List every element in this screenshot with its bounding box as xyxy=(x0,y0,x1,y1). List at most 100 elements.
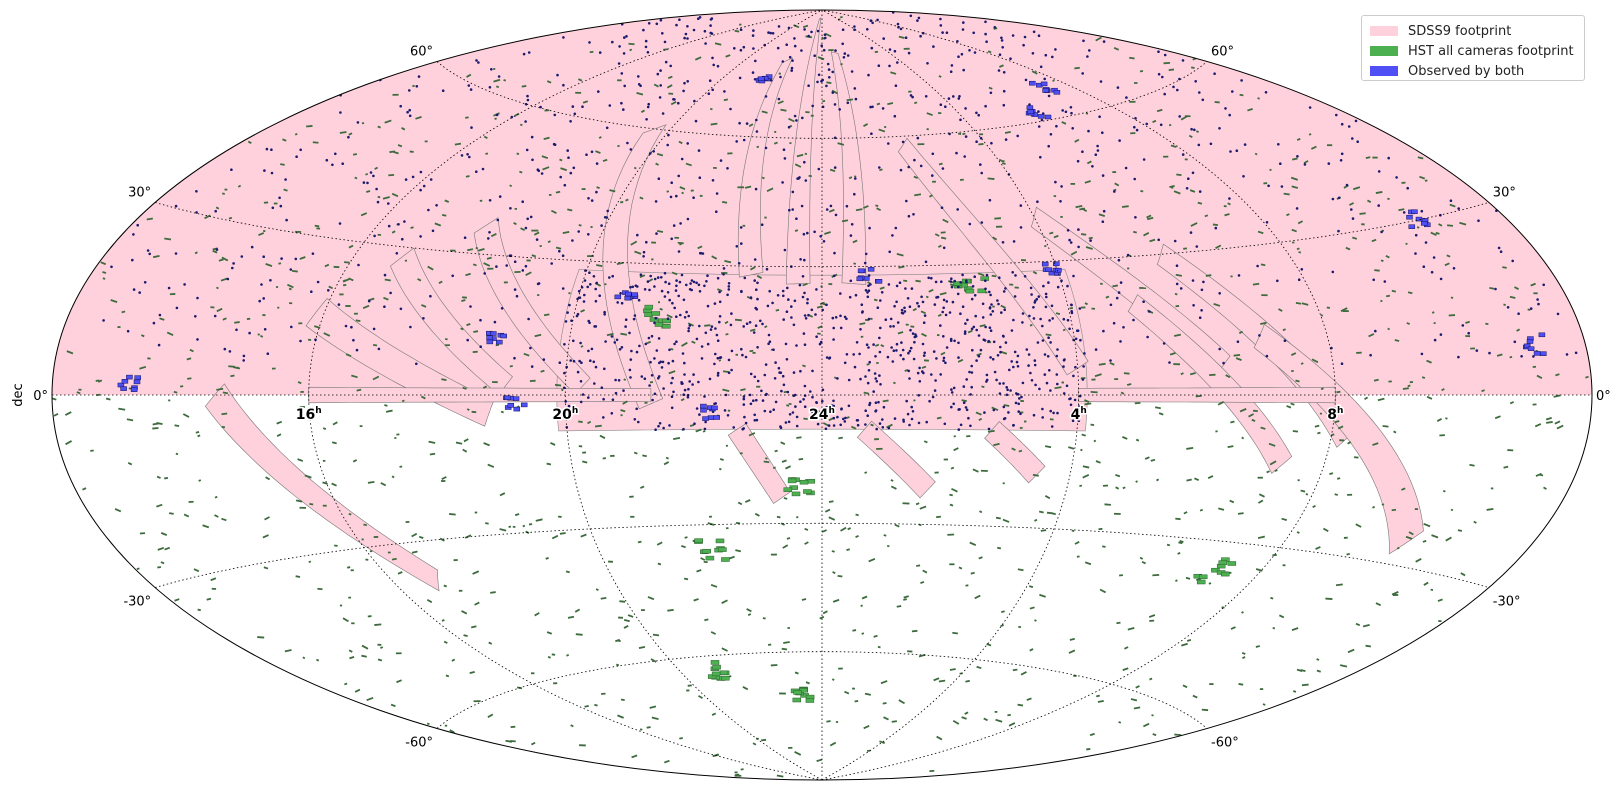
overlap-point xyxy=(686,80,689,83)
overlap-point xyxy=(821,388,825,392)
hst-footprint xyxy=(1189,372,1196,376)
overlap-point xyxy=(964,406,968,409)
hst-footprint xyxy=(166,331,174,336)
overlap-point xyxy=(466,153,469,156)
hst-footprint xyxy=(1221,606,1225,609)
hst-footprint xyxy=(1375,191,1383,194)
overlap-point xyxy=(1019,412,1022,416)
hst-footprint xyxy=(1080,448,1083,452)
overlap-point xyxy=(909,94,913,97)
overlap-point xyxy=(1039,65,1043,69)
hst-footprint xyxy=(139,532,146,535)
hst-footprint xyxy=(427,265,434,271)
overlap-point xyxy=(1012,365,1015,369)
overlap-point xyxy=(1074,337,1078,341)
hst-footprint xyxy=(936,735,943,741)
overlap-point xyxy=(703,29,707,33)
overlap-point xyxy=(761,322,764,326)
overlap-point xyxy=(853,192,856,196)
overlap-point xyxy=(908,377,911,380)
overlap-point xyxy=(878,350,882,354)
overlap-point xyxy=(1051,317,1054,320)
overlap-point xyxy=(623,36,626,39)
overlap-point xyxy=(753,413,756,417)
hst-footprint xyxy=(202,524,210,529)
overlap-point xyxy=(653,392,657,396)
overlap-point xyxy=(1088,49,1091,52)
overlap-point xyxy=(1037,295,1041,298)
overlap-point xyxy=(603,313,606,316)
overlap-point xyxy=(1023,275,1027,278)
hst-footprint xyxy=(409,150,414,153)
hst-cluster-patch xyxy=(787,478,797,484)
hst-footprint xyxy=(776,774,784,778)
overlap-point xyxy=(1070,311,1074,315)
hst-footprint xyxy=(387,551,391,554)
hst-footprint xyxy=(1168,123,1172,127)
hst-footprint xyxy=(704,618,709,622)
hst-footprint xyxy=(531,229,539,232)
hst-footprint xyxy=(1209,683,1214,686)
overlap-point xyxy=(875,427,878,431)
hst-footprint xyxy=(100,261,107,266)
overlap-point xyxy=(623,84,626,88)
overlap-point xyxy=(661,360,665,364)
overlap-point xyxy=(1124,166,1128,170)
hst-footprint xyxy=(262,314,266,317)
hst-footprint xyxy=(663,461,670,466)
overlap-point xyxy=(213,314,217,318)
hst-footprint xyxy=(915,502,920,506)
overlap-point xyxy=(526,94,529,98)
hst-footprint xyxy=(182,413,190,418)
overlap-point xyxy=(1021,312,1025,315)
overlap-point xyxy=(963,155,966,158)
hst-footprint xyxy=(1269,168,1272,172)
overlap-point xyxy=(980,221,984,224)
hst-footprint xyxy=(837,574,843,578)
overlap-point xyxy=(373,234,376,238)
hst-footprint xyxy=(734,771,738,774)
overlap-point xyxy=(1035,297,1039,301)
hst-footprint xyxy=(1494,415,1501,420)
overlap-point xyxy=(265,147,269,151)
hst-footprint xyxy=(852,687,855,690)
hst-footprint xyxy=(117,326,121,329)
overlap-point xyxy=(350,325,353,329)
overlap-point xyxy=(1037,110,1040,113)
hst-footprint xyxy=(859,322,866,326)
overlap-point xyxy=(232,262,235,265)
hst-footprint xyxy=(417,278,422,282)
overlap-point xyxy=(901,348,905,352)
overlap-point xyxy=(849,234,853,237)
hst-footprint xyxy=(523,352,530,357)
overlap-point xyxy=(801,116,804,120)
hst-footprint xyxy=(979,510,983,514)
hst-footprint xyxy=(174,598,180,602)
hst-footprint xyxy=(972,468,979,473)
hst-footprint xyxy=(1029,648,1034,652)
overlap-point xyxy=(692,28,696,32)
overlap-point xyxy=(1061,109,1064,112)
hst-footprint xyxy=(1000,350,1008,355)
hst-footprint xyxy=(1295,379,1300,383)
hst-footprint xyxy=(222,192,225,195)
hst-footprint xyxy=(1257,499,1264,504)
overlap-point xyxy=(637,298,641,302)
hst-footprint xyxy=(979,324,986,328)
hst-footprint xyxy=(574,608,581,613)
hst-footprint xyxy=(630,240,638,246)
hst-footprint xyxy=(1266,470,1270,474)
overlap-point xyxy=(654,316,658,320)
hst-footprint xyxy=(940,351,946,356)
hst-footprint xyxy=(976,665,982,670)
hst-footprint xyxy=(606,332,614,337)
overlap-point xyxy=(1168,361,1171,364)
overlap-point xyxy=(962,68,965,72)
overlap-point xyxy=(1383,280,1387,283)
overlap-point xyxy=(325,158,329,162)
overlap-point xyxy=(157,343,161,347)
overlap-point xyxy=(1494,287,1497,291)
hst-footprint xyxy=(1312,505,1316,509)
overlap-point xyxy=(801,275,805,278)
hst-footprint xyxy=(294,133,298,136)
